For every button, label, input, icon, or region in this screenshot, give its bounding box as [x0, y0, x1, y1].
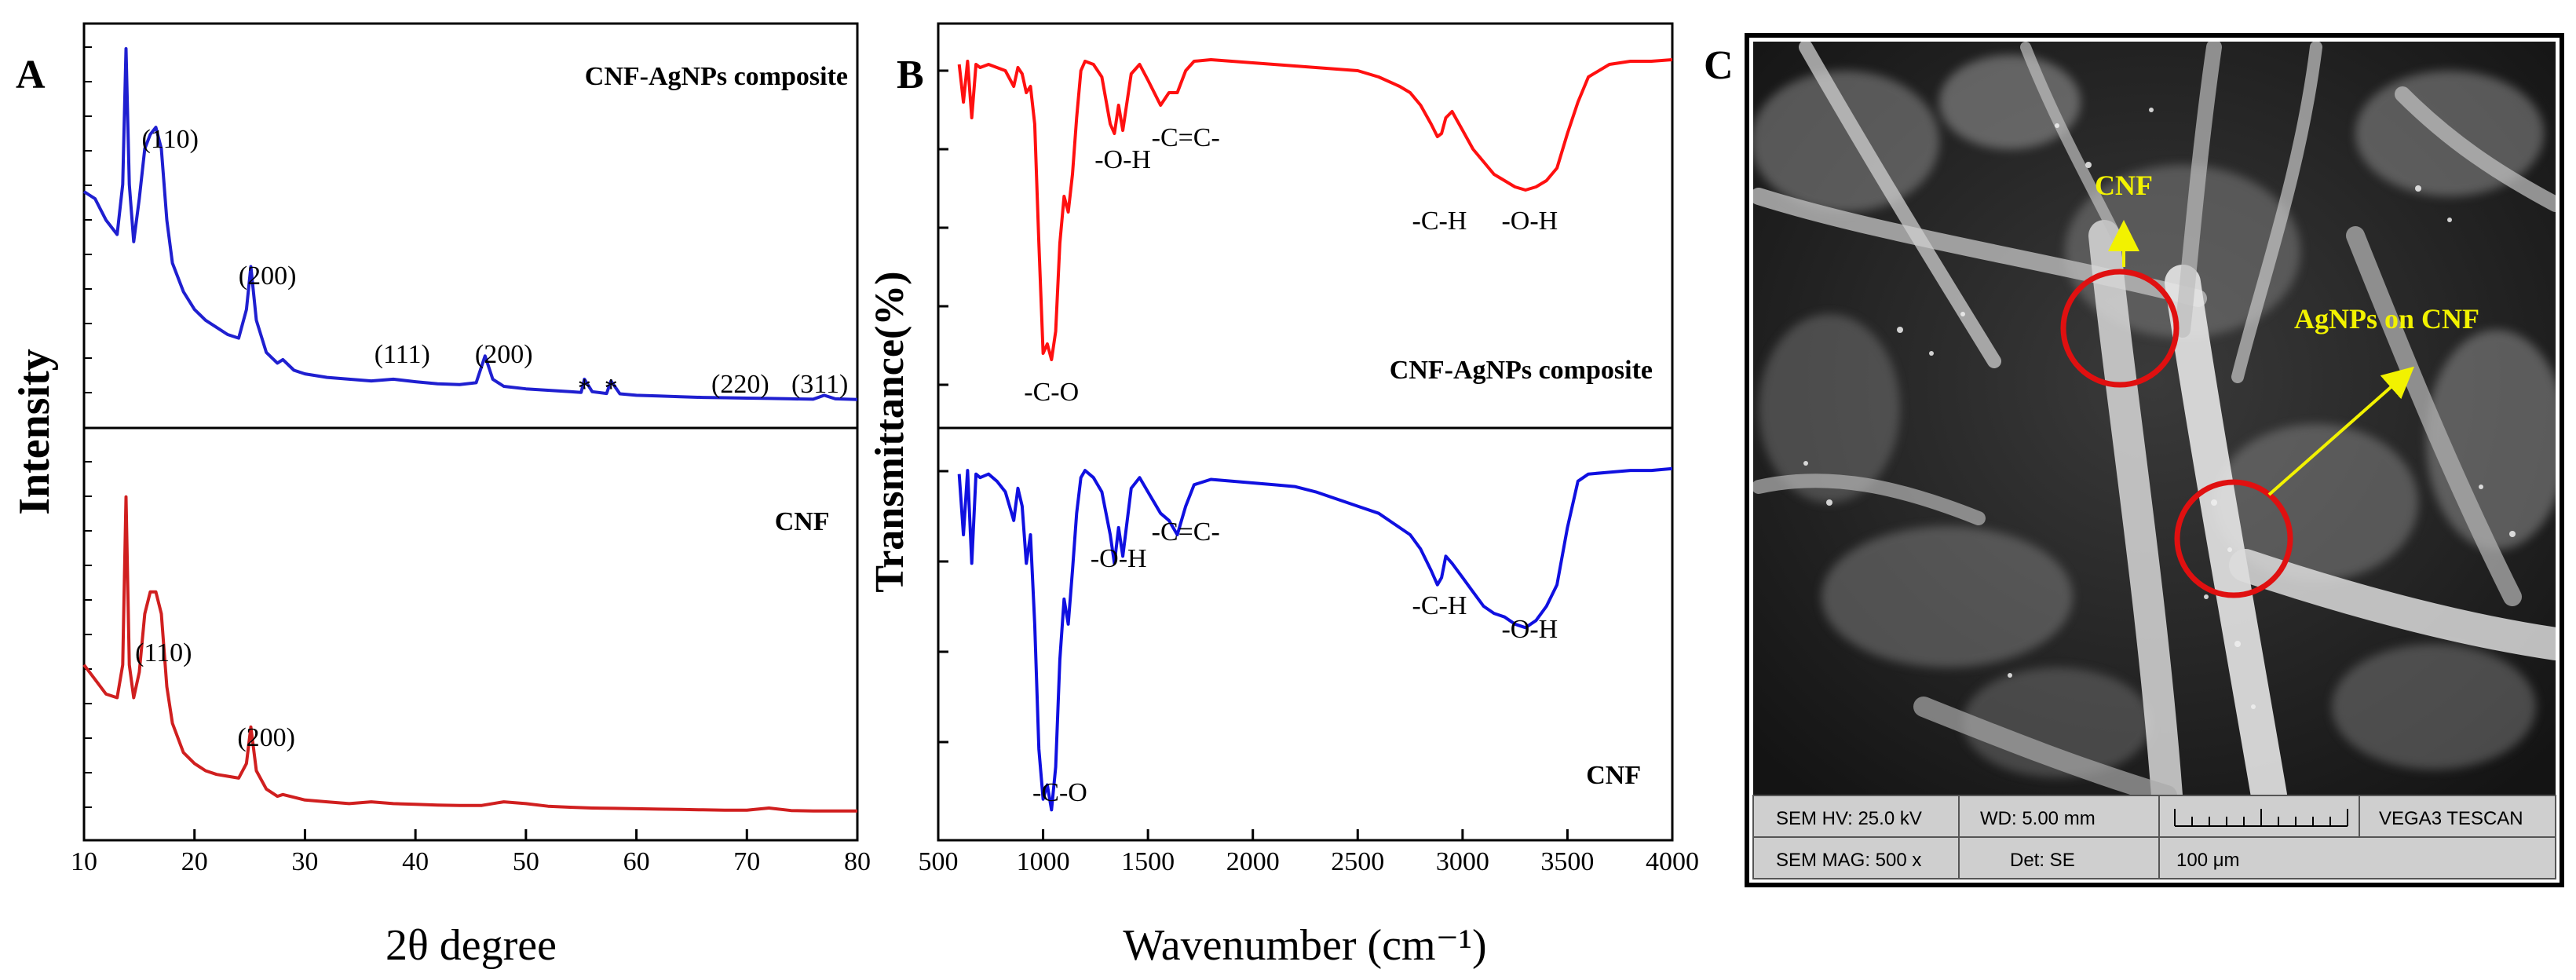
x-tick-label: 20 — [181, 847, 208, 876]
panel-b-letter: B — [897, 53, 924, 97]
panel-a-letter: A — [16, 53, 46, 97]
annotation-top: -O-H — [1501, 207, 1558, 236]
panel-c-letter: C — [1704, 43, 1734, 88]
sem-fibers — [1753, 42, 2556, 795]
annotation-top: * — [605, 374, 618, 403]
annotation-top: (110) — [142, 125, 199, 154]
annotation-top: -C-H — [1412, 207, 1467, 236]
sem-circle-agnps — [2174, 479, 2293, 598]
x-tick-label: 3000 — [1436, 847, 1489, 876]
annotation-top: CNF-AgNPs composite — [1390, 356, 1653, 385]
panel-b-series — [957, 58, 1673, 812]
sem-scale-bar — [2174, 809, 2348, 827]
series-line-composite — [82, 47, 858, 401]
panel-b-frame — [937, 22, 1674, 842]
panel-b-y-ticks — [938, 69, 948, 744]
annotation-top: (200) — [239, 261, 297, 291]
x-tick-label: 1500 — [1121, 847, 1175, 876]
sem-label-agnps: AgNPs on CNF — [2294, 303, 2479, 335]
x-tick-label: 2000 — [1226, 847, 1280, 876]
x-tick-label: 10 — [71, 847, 97, 876]
annotation-bottom: -C=C- — [1152, 517, 1220, 547]
x-tick-label: 500 — [919, 847, 959, 876]
annotation-top: (220) — [711, 370, 769, 399]
panel-a-x-axis-label: 2θ degree — [385, 921, 557, 970]
sem-info-bar: SEM HV: 25.0 kV WD: 5.00 mm VEGA3 TESCAN… — [1752, 795, 2556, 879]
annotation-bottom: -C-O — [1032, 778, 1087, 807]
x-tick-label: 80 — [844, 847, 871, 876]
annotation-top: (111) — [375, 340, 430, 369]
annotation-bottom: CNF — [775, 507, 830, 536]
panel-b: B 500 1000 1500 2000 2500 3000 3500 4000 -O-H-C… — [868, 22, 1699, 970]
series-line-cnf — [82, 495, 857, 813]
sem-circle-cnf — [2060, 269, 2180, 388]
x-tick-label: 70 — [733, 847, 760, 876]
series-line-composite — [957, 58, 1673, 361]
annotation-bottom: -O-H — [1091, 544, 1147, 573]
x-tick-label: 1000 — [1017, 847, 1070, 876]
x-tick-label: 50 — [513, 847, 539, 876]
x-tick-label: 2500 — [1331, 847, 1384, 876]
sem-particles — [1803, 108, 2516, 709]
panel-b-y-axis-label: Transmittance(%) — [868, 271, 912, 592]
panel-a-y-axis-label: Intensity — [10, 349, 59, 515]
sem-arrow-agnps — [2267, 366, 2414, 496]
x-tick-label: 40 — [402, 847, 429, 876]
annotation-bottom: (110) — [135, 638, 192, 667]
panel-a-annotations: CNF-AgNPs composite (110) (200) (111) (200) *… — [135, 62, 848, 752]
panel-c: C — [1704, 33, 2564, 887]
annotation-top: (200) — [475, 340, 533, 369]
panel-a: A 10 20 30 40 50 60 70 80 CNF-AgNPs composite (1… — [10, 22, 871, 970]
sem-wd: WD: 5.00 mm — [1980, 808, 2096, 829]
x-tick-label: 3500 — [1540, 847, 1594, 876]
x-tick-label: 4000 — [1646, 847, 1699, 876]
panel-b-x-axis-label: Wavenumber (cm⁻¹) — [1123, 921, 1486, 970]
sem-label-cnf: CNF — [2095, 170, 2153, 201]
x-tick-label: 30 — [291, 847, 318, 876]
annotation-top: CNF-AgNPs composite — [585, 62, 848, 91]
annotation-bottom: (200) — [237, 723, 295, 752]
annotation-top: -O-H — [1094, 145, 1151, 174]
panel-a-frame — [82, 22, 859, 842]
annotation-top: (311) — [791, 370, 848, 399]
series-line-cnf — [957, 466, 1673, 812]
panel-a-x-ticks: 10 20 30 40 50 60 70 80 — [71, 829, 871, 876]
annotation-top: * — [578, 374, 591, 403]
sem-det: Det: SE — [2010, 850, 2075, 871]
annotation-top: -C=C- — [1152, 123, 1220, 152]
annotation-bottom: CNF — [1586, 761, 1641, 790]
x-tick-label: 60 — [623, 847, 650, 876]
annotation-top: -C-O — [1024, 378, 1079, 407]
sem-image — [1753, 42, 2556, 795]
sem-mag: SEM MAG: 500 x — [1776, 850, 1921, 871]
panel-b-x-ticks: 500 1000 1500 2000 2500 3000 3500 4000 — [919, 829, 1699, 876]
sem-brand: VEGA3 TESCAN — [2379, 808, 2523, 829]
annotation-bottom: -O-H — [1501, 615, 1558, 644]
annotation-bottom: -C-H — [1412, 591, 1467, 620]
panel-a-series — [82, 47, 858, 813]
sem-hv: SEM HV: 25.0 kV — [1776, 808, 1922, 829]
sem-scale-label: 100 μm — [2176, 850, 2240, 871]
panel-a-y-ticks — [84, 46, 92, 808]
